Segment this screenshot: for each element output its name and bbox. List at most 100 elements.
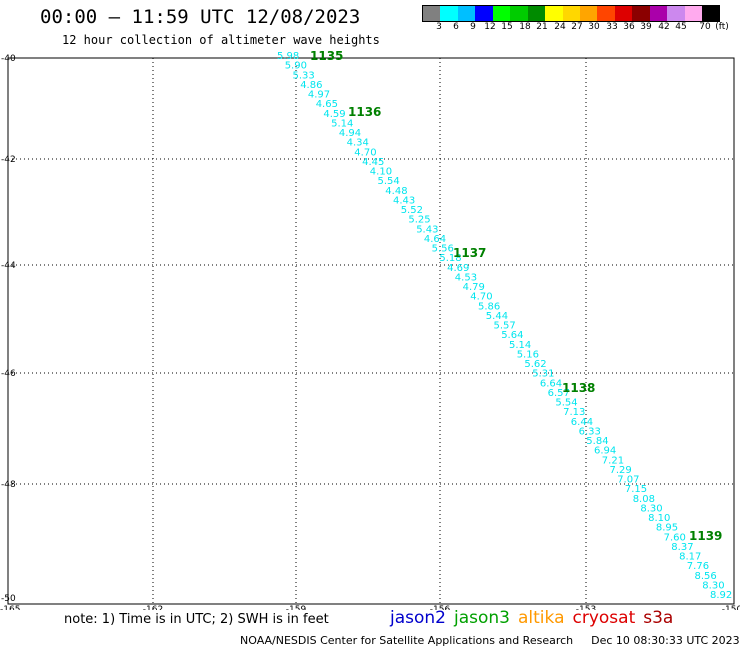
generated-timestamp: Dec 10 08:30:33 UTC 2023 (591, 634, 740, 647)
wave-height-label: 5.54 (555, 398, 577, 409)
legend-swatch (702, 6, 720, 21)
wave-height-label: 6.57 (548, 388, 570, 399)
wave-height-label: 5.62 (524, 359, 546, 370)
wave-height-label: 8.08 (633, 494, 655, 505)
legend-label: 18 (519, 22, 531, 32)
pass-number-label: 1139 (689, 529, 722, 543)
wave-height-label: 4.45 (362, 157, 384, 168)
wave-height-label: 4.48 (385, 186, 407, 197)
legend-label: 3 (436, 22, 442, 32)
wave-height-label: 8.92 (710, 590, 732, 601)
satellite-label-jason3: jason3 (454, 608, 510, 628)
latitude-label: -48 (1, 480, 16, 490)
wave-height-label: 8.56 (695, 571, 717, 582)
longitude-label: -159 (286, 605, 307, 610)
wave-height-label: 5.43 (416, 224, 438, 235)
legend-label: 21 (536, 22, 548, 32)
satellite-label-cryosat: cryosat (572, 608, 636, 628)
wave-height-label: 7.76 (687, 561, 709, 572)
wave-height-label: 8.37 (671, 542, 693, 553)
legend-label: 6 (453, 22, 459, 32)
wave-height-label: 5.57 (494, 321, 516, 332)
legend-label: 12 (484, 22, 496, 32)
wave-height-map: -40 -42 -44 -46 -48 -50 -162 -159 -156 -153 -150 -1… (0, 49, 740, 610)
wave-height-label: 5.44 (486, 311, 508, 322)
wave-height-label: 5.98 (277, 51, 299, 62)
wave-height-label: 4.70 (470, 292, 492, 303)
pass-number-label: 1135 (310, 49, 343, 63)
legend-label: 30 (588, 22, 600, 32)
legend-swatch (475, 6, 493, 21)
wave-height-label: 5.31 (532, 369, 554, 380)
legend-label: 15 (501, 22, 513, 32)
wave-height-label: 4.97 (308, 90, 330, 101)
wave-height-label: 5.14 (331, 118, 353, 129)
wave-height-label: 8.30 (702, 580, 724, 591)
wave-height-label: 5.14 (509, 340, 531, 351)
wave-height-label: 8.10 (648, 513, 670, 524)
legend-label: 27 (571, 22, 583, 32)
wave-height-label: 4.43 (393, 195, 415, 206)
wave-height-label: 4.34 (347, 138, 369, 149)
wave-height-label: 8.95 (656, 523, 678, 534)
wave-height-label: 7.29 (610, 465, 632, 476)
wave-height-label: 5.84 (586, 436, 608, 447)
legend-swatch (614, 6, 633, 21)
wave-height-label: 5.90 (285, 61, 307, 72)
legend-label: 39 (640, 22, 652, 32)
wave-height-label: 5.86 (478, 301, 500, 312)
color-scale-legend (422, 5, 721, 22)
note-text: note: 1) Time is in UTC; 2) SWH is in fe… (64, 612, 329, 627)
wave-height-label: 4.59 (323, 109, 345, 120)
pass-number-label: 1136 (348, 105, 381, 119)
latitude-label: -42 (1, 155, 16, 165)
wave-height-label: 4.70 (354, 147, 376, 158)
map-title: 00:00 – 11:59 UTC 12/08/2023 (40, 6, 361, 28)
latitude-label: -50 (1, 594, 16, 604)
legend-swatch (510, 6, 528, 21)
latitude-label: -44 (1, 261, 16, 271)
longitude-label: -150 (722, 605, 740, 610)
longitude-label: -156 (430, 605, 451, 610)
satellite-legend: jason2 jason3 altika cryosat s3a (390, 608, 681, 628)
wave-height-label: 5.16 (517, 349, 539, 360)
wave-height-label: 7.21 (602, 455, 624, 466)
wave-height-label: 5.18 (439, 253, 461, 264)
wave-height-label: 7.60 (664, 532, 686, 543)
wave-height-label: 5.25 (408, 215, 430, 226)
legend-swatch (684, 6, 702, 21)
wave-height-label: 6.94 (594, 446, 616, 457)
legend-label: 36 (623, 22, 635, 32)
satellite-label-s3a: s3a (643, 608, 674, 628)
legend-label: 45 (675, 22, 687, 32)
map-frame (7, 57, 735, 605)
latitude-label: -40 (1, 54, 16, 64)
legend-swatch (649, 6, 668, 21)
legend-swatch (492, 6, 511, 21)
legend-swatch (457, 6, 476, 21)
wave-height-label: 6.64 (540, 378, 562, 389)
wave-height-label: 6.44 (571, 417, 593, 428)
legend-swatch (597, 6, 615, 21)
legend-label: 24 (554, 22, 566, 32)
wave-height-label: 5.33 (293, 70, 315, 81)
credit-line: NOAA/NESDIS Center for Satellite Applica… (240, 634, 740, 647)
wave-height-label: 4.79 (463, 282, 485, 293)
wave-height-label: 7.13 (563, 407, 585, 418)
wave-height-label: 7.07 (617, 475, 639, 486)
wave-height-label: 5.56 (432, 244, 454, 255)
longitude-label: -153 (576, 605, 596, 610)
legend-swatch (423, 6, 441, 21)
satellite-label-jason2: jason2 (390, 608, 446, 628)
legend-swatch (527, 6, 546, 21)
wave-height-label: 4.10 (370, 167, 392, 178)
credit-text: NOAA/NESDIS Center for Satellite Applica… (240, 634, 574, 647)
wave-height-label: 4.53 (455, 272, 477, 283)
color-scale-labels: 3 6 9 12 15 18 21 24 27 30 33 36 39 42 45 70 (ft) (0, 22, 740, 34)
legend-label: 42 (658, 22, 670, 32)
legend-label: (ft) (715, 22, 729, 32)
wave-height-label: 4.86 (300, 80, 322, 91)
wave-height-label: 4.64 (424, 234, 446, 245)
legend-swatch (562, 6, 580, 21)
wave-height-label: 5.64 (501, 330, 523, 341)
